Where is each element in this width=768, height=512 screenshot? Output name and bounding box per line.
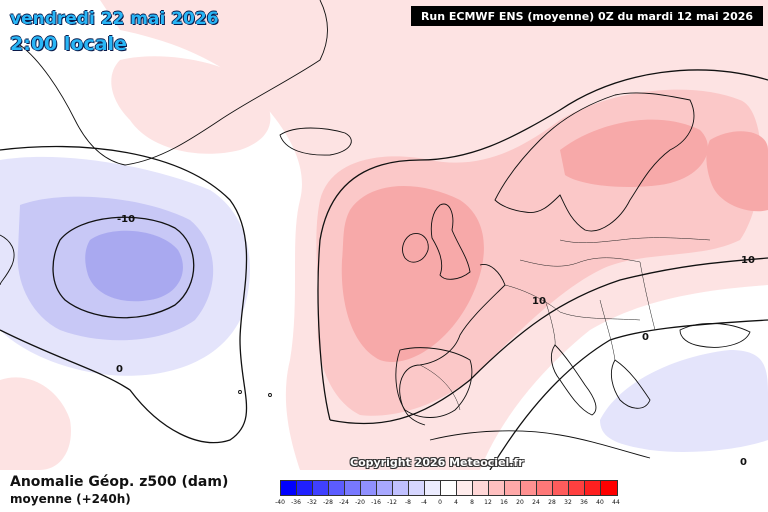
greenland-coast <box>19 0 328 166</box>
color-scale-swatch <box>537 481 553 495</box>
color-scale-swatch <box>553 481 569 495</box>
color-scale-swatch <box>361 481 377 495</box>
iberia-coast <box>395 347 473 418</box>
color-scale-label: 20 <box>516 499 524 506</box>
border-line <box>519 257 641 267</box>
contour-label: 10 <box>532 296 546 307</box>
run-info-box: Run ECMWF ENS (moyenne) 0Z du mardi 12 m… <box>411 6 763 26</box>
color-scale-label: -12 <box>387 499 397 506</box>
legend-bar: Anomalie Géop. z500 (dam) moyenne (+240h… <box>0 470 768 512</box>
color-scale-label: -40 <box>275 499 285 506</box>
color-scale-swatch <box>601 481 617 495</box>
greece-coast <box>610 359 651 409</box>
color-scale-label: -32 <box>307 499 317 506</box>
contour-zero-atlantic <box>0 145 248 444</box>
black-sea-coast <box>679 322 751 348</box>
color-scale-swatch <box>569 481 585 495</box>
positive-anomaly-zone-light-nw <box>111 56 271 154</box>
great-britain-coast <box>430 203 471 280</box>
ireland-coast <box>402 233 429 263</box>
border-line <box>639 261 656 331</box>
color-scale-swatch <box>521 481 537 495</box>
contour-label: -10 <box>117 214 136 225</box>
contour-label: 0 <box>740 457 747 468</box>
color-scale-label: 28 <box>548 499 556 506</box>
color-scale-swatch <box>393 481 409 495</box>
color-scale-label: -16 <box>371 499 381 506</box>
color-scale-swatch <box>281 481 297 495</box>
field-name: Anomalie Géop. z500 (dam) <box>10 474 229 490</box>
color-scale-swatch <box>329 481 345 495</box>
color-scale-label: -24 <box>339 499 349 506</box>
border-line <box>419 364 461 411</box>
color-scale-swatch <box>441 481 457 495</box>
contour-label: 0 <box>642 332 649 343</box>
coastlines <box>0 0 751 459</box>
color-scale-swatch <box>377 481 393 495</box>
italy-coast <box>550 344 597 416</box>
contour-minus10 <box>52 216 195 319</box>
color-scale-label: -20 <box>355 499 365 506</box>
north-africa-coast <box>429 430 651 459</box>
color-scale-swatch <box>313 481 329 495</box>
contour-ten-south <box>329 257 768 425</box>
color-scale <box>280 480 618 496</box>
azores-island <box>238 390 242 394</box>
color-scale-swatch <box>473 481 489 495</box>
color-scale-swatch <box>457 481 473 495</box>
scandinavia-coast <box>494 92 695 232</box>
positive-anomaly-core-north <box>560 119 708 187</box>
color-scale-label: 4 <box>454 499 458 506</box>
forecast-date: vendredi 22 mai 2026 <box>10 9 219 29</box>
color-scale-swatch <box>409 481 425 495</box>
border-line <box>599 299 616 361</box>
europe-west-coast <box>399 264 506 426</box>
color-scale-label: 12 <box>484 499 492 506</box>
copyright-text: Copyright 2026 Meteociel.fr <box>350 456 524 469</box>
negative-anomaly-zone-se <box>600 350 768 452</box>
azores-island <box>268 393 272 397</box>
color-scale-swatch <box>585 481 601 495</box>
forecast-time: 2:00 locale <box>10 33 127 55</box>
color-scale-swatch <box>425 481 441 495</box>
color-scale-label: 0 <box>438 499 442 506</box>
map-panel: -10 0 10 10 0 0 vendredi 22 mai 2026 2:0… <box>0 0 768 470</box>
positive-anomaly-zone-light-sw <box>0 377 71 470</box>
positive-anomaly-core-west <box>341 186 484 362</box>
color-scale-swatch <box>489 481 505 495</box>
border-line <box>504 284 641 321</box>
color-scale-label: 24 <box>532 499 540 506</box>
contour-ten-west <box>317 69 768 421</box>
color-scale-label: 16 <box>500 499 508 506</box>
color-scale-label: 32 <box>564 499 572 506</box>
color-scale-label: 44 <box>612 499 620 506</box>
color-scale-label: 36 <box>580 499 588 506</box>
color-scale-swatch <box>345 481 361 495</box>
field-subtitle: moyenne (+240h) <box>10 492 131 506</box>
color-scale-label: 40 <box>596 499 604 506</box>
color-scale-label: -4 <box>421 499 427 506</box>
negative-anomaly-core <box>85 230 183 302</box>
border-line <box>559 237 711 243</box>
positive-anomaly-core-russia <box>706 131 768 212</box>
iceland-coast <box>279 127 352 156</box>
color-scale-label: -8 <box>405 499 411 506</box>
anomaly-map <box>0 0 768 470</box>
color-scale-labels: -40 -36 -32 -28 -24 -20 -16 -12 -8 -4 0 4 8 12 16 20 24 2… <box>275 499 620 509</box>
color-scale-swatch <box>505 481 521 495</box>
labrador-coast <box>0 234 15 286</box>
color-scale-swatch <box>297 481 313 495</box>
contour-label: 10 <box>741 255 755 266</box>
color-scale-label: -28 <box>323 499 333 506</box>
run-info-text: Run ECMWF ENS (moyenne) 0Z du mardi 12 m… <box>420 9 754 23</box>
contour-label: 0 <box>116 364 123 375</box>
color-scale-label: -36 <box>291 499 301 506</box>
country-borders <box>419 237 711 411</box>
border-line <box>544 299 556 346</box>
color-scale-label: 8 <box>470 499 474 506</box>
